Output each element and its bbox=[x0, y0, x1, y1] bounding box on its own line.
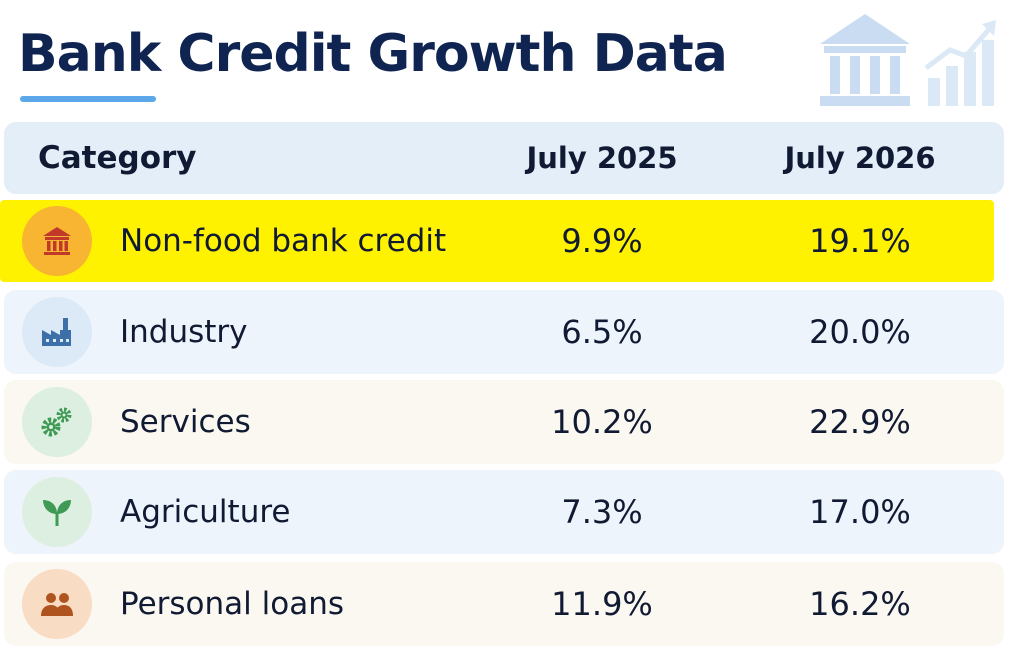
icon-circle bbox=[22, 297, 92, 367]
title-underline bbox=[20, 96, 156, 102]
factory-icon bbox=[42, 318, 71, 346]
value-july-2025: 11.9% bbox=[551, 585, 653, 623]
column-header-july-2026: July 2026 bbox=[784, 141, 936, 175]
table-row-non-food-bank-credit: Non-food bank credit 9.9% 19.1% bbox=[0, 200, 994, 282]
icon-circle bbox=[22, 387, 92, 457]
category-label: Agriculture bbox=[120, 494, 291, 530]
value-july-2025: 7.3% bbox=[561, 493, 643, 531]
bank-icon bbox=[43, 227, 71, 255]
growth-chart-icon bbox=[924, 20, 996, 106]
value-july-2026: 16.2% bbox=[809, 585, 911, 623]
table-row-personal-loans: Personal loans 11.9% 16.2% bbox=[4, 562, 1004, 646]
table-row-services: Services 10.2% 22.9% bbox=[4, 380, 1004, 464]
value-july-2026: 22.9% bbox=[809, 403, 911, 441]
value-july-2026: 20.0% bbox=[809, 313, 911, 351]
category-label: Industry bbox=[120, 314, 248, 350]
gears-icon bbox=[41, 407, 72, 437]
value-july-2025: 6.5% bbox=[561, 313, 643, 351]
table-row-agriculture: Agriculture 7.3% 17.0% bbox=[4, 470, 1004, 554]
category-label: Non-food bank credit bbox=[120, 223, 447, 259]
category-label: Services bbox=[120, 404, 251, 440]
people-icon bbox=[41, 593, 73, 616]
value-july-2025: 9.9% bbox=[561, 222, 643, 260]
category-label: Personal loans bbox=[120, 586, 345, 622]
icon-circle bbox=[22, 477, 92, 547]
column-header-july-2025: July 2025 bbox=[526, 141, 678, 175]
icon-circle bbox=[22, 206, 92, 276]
page-title: Bank Credit Growth Data bbox=[18, 24, 728, 84]
value-july-2026: 19.1% bbox=[809, 222, 911, 260]
bank-building-icon bbox=[820, 14, 910, 106]
value-july-2026: 17.0% bbox=[809, 493, 911, 531]
icon-circle bbox=[22, 569, 92, 639]
table-row-industry: Industry 6.5% 20.0% bbox=[4, 290, 1004, 374]
value-july-2025: 10.2% bbox=[551, 403, 653, 441]
header-decoration bbox=[820, 14, 996, 106]
column-header-category: Category bbox=[38, 140, 197, 176]
table-header-row: Category July 2025 July 2026 bbox=[4, 122, 1004, 194]
sprout-icon bbox=[43, 500, 71, 526]
